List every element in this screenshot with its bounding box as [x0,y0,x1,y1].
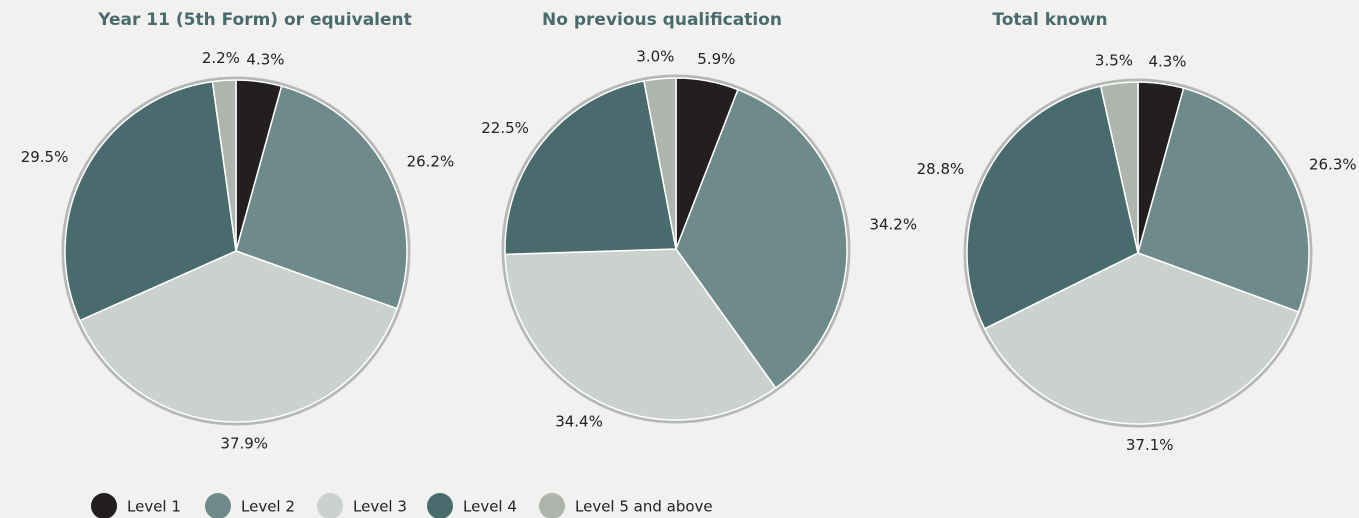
data-label: 4.3% [246,50,284,68]
data-label: 22.5% [481,119,529,137]
chart-title: Year 11 (5th Form) or equivalent [97,10,412,30]
legend-swatch [539,493,565,518]
legend-label: Level 1 [127,498,181,516]
legend-swatch [205,493,231,518]
legend-label: Level 5 and above [575,498,713,516]
pie-slice [235,85,408,310]
data-label: 34.4% [555,413,603,431]
data-label: 37.1% [1126,436,1174,454]
pie-outline [501,74,851,424]
data-label: 37.9% [220,434,268,452]
pie-slice [211,79,237,252]
chart-title: Total known [992,10,1107,30]
pie-slice [64,80,237,322]
data-label: 29.5% [21,148,69,166]
data-label: 4.3% [1148,52,1186,70]
pie-slice [78,250,398,423]
data-label: 5.9% [697,50,735,68]
pie-slice [643,77,677,250]
pie-slice [983,252,1300,425]
pie-slice [675,88,848,390]
pie-slice [504,248,777,421]
data-label: 28.8% [917,160,965,178]
legend-swatch [317,493,343,518]
data-label: 26.3% [1309,155,1357,173]
legend-label: Level 2 [241,498,295,516]
data-label: 34.2% [869,215,917,233]
pie-slice [504,80,677,256]
legend-swatch [427,493,453,518]
pie-slice [966,85,1139,330]
chart-title: No previous qualification [542,10,782,30]
data-label: 2.2% [202,49,240,67]
pie-slice [1099,81,1139,254]
data-label: 3.5% [1095,52,1133,70]
pie-slice [1137,87,1310,313]
pie-outline [963,78,1313,428]
data-label: 26.2% [407,153,455,171]
legend-label: Level 4 [463,498,517,516]
data-label: 3.0% [636,47,674,65]
legend-swatch [91,493,117,518]
pie-outline [61,76,411,426]
legend-label: Level 3 [353,498,407,516]
